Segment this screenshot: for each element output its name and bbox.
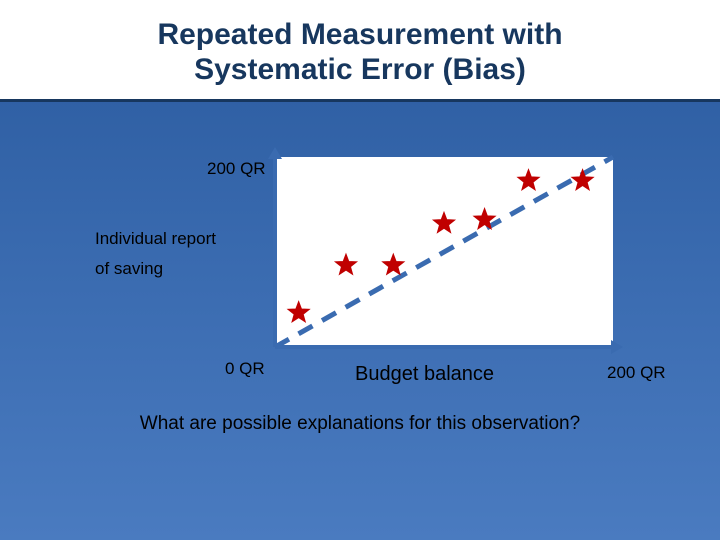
slide-title: Repeated Measurement with Systematic Err… <box>40 18 680 87</box>
title-line2: Systematic Error (Bias) <box>194 53 526 86</box>
question-text: What are possible explanations for this … <box>0 413 720 435</box>
title-line1: Repeated Measurement with <box>157 18 562 51</box>
y-axis-title-line1: Individual report <box>95 229 216 249</box>
x-axis-left-label: 0 QR <box>225 359 265 379</box>
x-axis-right-label: 200 QR <box>607 363 666 383</box>
title-area: Repeated Measurement with Systematic Err… <box>0 0 720 99</box>
y-axis-top-label: 200 QR <box>207 159 266 179</box>
chart-svg <box>0 102 720 522</box>
x-axis-title: Budget balance <box>355 363 494 386</box>
content-area: 200 QR Individual report of saving 0 QR … <box>0 102 720 522</box>
y-axis-title-line2: of saving <box>95 259 163 279</box>
